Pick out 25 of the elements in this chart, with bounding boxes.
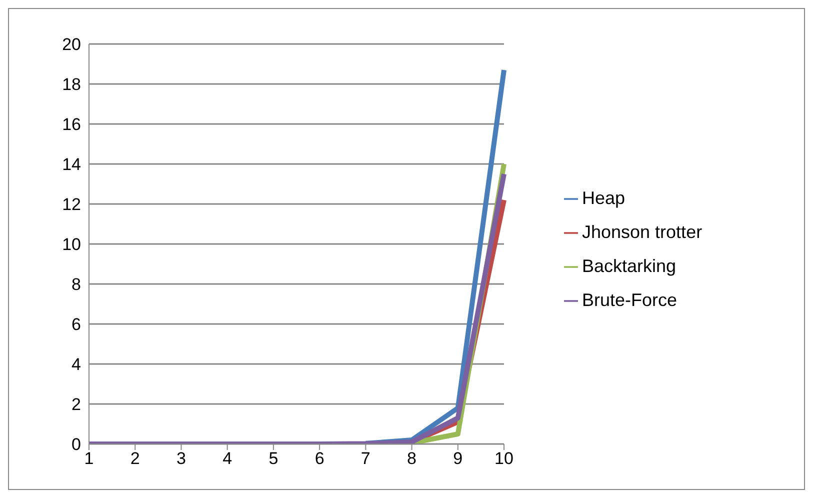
x-tick-label: 6 [314, 449, 324, 468]
y-tick-label: 18 [62, 75, 81, 94]
y-tick-label: 12 [62, 195, 81, 214]
y-tick-label: 20 [62, 35, 81, 54]
y-tick-label: 0 [72, 435, 81, 454]
y-tick-label: 16 [62, 115, 81, 134]
y-tick-label: 14 [62, 155, 81, 174]
x-tick-label: 9 [453, 449, 463, 468]
x-tick-label: 4 [222, 449, 232, 468]
y-tick-label: 2 [72, 395, 81, 414]
x-tick-label: 1 [84, 449, 94, 468]
y-tick-label: 8 [72, 275, 81, 294]
x-tick-label: 7 [360, 449, 370, 468]
x-tick-label: 8 [407, 449, 417, 468]
x-tick-label: 10 [494, 449, 514, 468]
x-tick-label: 5 [268, 449, 278, 468]
y-tick-label: 6 [72, 315, 81, 334]
x-tick-label: 3 [176, 449, 186, 468]
legend-label: Brute-Force [582, 290, 678, 310]
y-tick-label: 10 [62, 235, 81, 254]
legend-label: Heap [582, 188, 626, 208]
x-tick-label: 2 [130, 449, 140, 468]
y-tick-label: 4 [72, 355, 81, 374]
legend-label: Jhonson trotter [582, 222, 702, 242]
legend-label: Backtarking [582, 256, 676, 276]
